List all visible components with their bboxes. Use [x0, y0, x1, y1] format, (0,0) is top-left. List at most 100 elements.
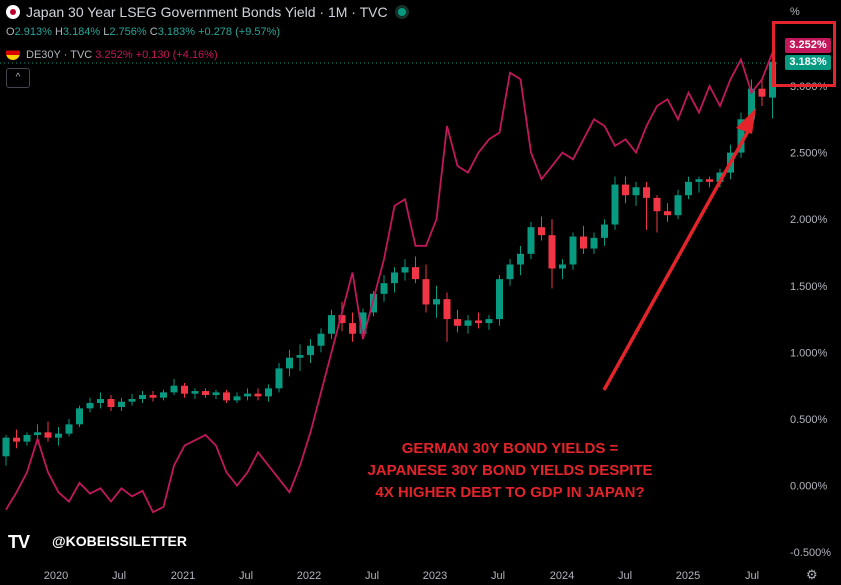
annotation-arrow [602, 123, 754, 391]
candle-body [338, 315, 346, 324]
price-tick-label: 0.000% [790, 481, 828, 493]
candle [44, 421, 52, 442]
close-label: C [149, 26, 158, 38]
price-tick-label: 2.500% [790, 148, 828, 160]
candle-body [695, 179, 703, 182]
compare-row[interactable]: DE30Y · TVC 3.252% +0.130 (+4.16%) [6, 46, 218, 61]
candle-body [244, 393, 251, 397]
candle [307, 339, 314, 364]
candle-body [475, 320, 482, 324]
symbol-title[interactable]: Japan 30 Year LSEG Government Bonds Yiel… [26, 4, 388, 20]
candle [107, 395, 115, 412]
candle-body [76, 408, 83, 425]
change-value: +0.278 (+9.57%) [198, 26, 281, 38]
candle [2, 434, 10, 466]
candle [475, 312, 482, 329]
highlight-box [772, 21, 836, 87]
candle-body [307, 345, 314, 356]
candle-body [632, 187, 640, 196]
candle-body [202, 391, 209, 396]
candle-body [370, 293, 377, 313]
jp30y-price-badge: 3.183% [785, 55, 831, 70]
candle-body [181, 385, 188, 394]
candle-body [611, 184, 619, 225]
candle-body [517, 253, 524, 265]
candle-body [548, 235, 556, 269]
candle [653, 195, 661, 233]
candle [422, 264, 430, 313]
candle [580, 225, 587, 254]
candle [55, 426, 62, 446]
axis-unit-label: % [790, 6, 800, 18]
time-axis[interactable]: 2020 Jul 2021 Jul 2022 Jul 2023 Jul 2024 Jul 2025 J… [44, 570, 759, 582]
time-tick-label: Jul [365, 570, 379, 582]
candle [86, 397, 94, 413]
candle [664, 203, 671, 222]
candle-body [265, 388, 272, 397]
open-value: 2.913% [14, 26, 52, 38]
price-tick-label: 1.000% [790, 347, 828, 359]
japan-flag-icon [6, 5, 20, 19]
candle [401, 259, 409, 281]
candle [254, 388, 262, 401]
candle [349, 312, 356, 342]
chart-title-row: Japan 30 Year LSEG Government Bonds Yiel… [6, 4, 406, 20]
time-tick-label: Jul [491, 570, 505, 582]
candle [170, 379, 178, 396]
chevron-up-icon: ^ [15, 72, 21, 83]
candle [506, 259, 514, 286]
candle-body [538, 227, 545, 236]
candle-body [296, 355, 304, 358]
candle [97, 392, 104, 409]
candle [433, 285, 440, 318]
collapse-legend-button[interactable]: ^ [6, 68, 30, 88]
price-axis[interactable]: 3.000%2.500%2.000%1.500%1.000%0.500%0.00… [790, 81, 831, 559]
candle [643, 181, 650, 230]
candle-body [233, 396, 241, 401]
time-tick-label: 2025 [676, 570, 700, 582]
candle [412, 256, 419, 284]
candle-body [254, 393, 262, 397]
high-label: H [54, 26, 63, 38]
candle-body [601, 224, 608, 238]
price-tick-label: 0.500% [790, 414, 828, 426]
candle [160, 389, 167, 401]
candle [265, 384, 272, 402]
candle [559, 259, 566, 280]
candle [695, 176, 703, 193]
brand-handle: @KOBEISSILETTER [52, 533, 187, 549]
candle [34, 424, 41, 438]
candle [517, 245, 524, 276]
candle-body [212, 392, 220, 396]
candle [706, 176, 713, 188]
candle [391, 267, 398, 293]
candle-body [685, 181, 692, 196]
compare-change: +0.130 (+4.16%) [135, 49, 218, 61]
candle-body [653, 197, 661, 212]
annotation-arrowhead [736, 108, 756, 134]
candle-body [160, 392, 167, 398]
candle-body [485, 319, 493, 324]
candle [181, 383, 188, 398]
time-tick-label: 2023 [423, 570, 447, 582]
candle-body [559, 264, 566, 269]
candle-body [359, 312, 367, 334]
candle-body [758, 88, 766, 97]
annotation-line-1: GERMAN 30Y BOND YIELDS = [401, 440, 619, 457]
candle [674, 189, 682, 220]
candle-body [328, 315, 335, 334]
candle-series [2, 61, 776, 466]
candle [496, 275, 503, 326]
candle-body [2, 437, 10, 457]
high-value: 3.184% [62, 26, 101, 38]
candle-body [590, 237, 598, 249]
price-tick-label: -0.500% [790, 547, 831, 559]
candle [737, 112, 745, 158]
compare-symbol[interactable]: DE30Y · TVC [26, 49, 93, 61]
candle-body [65, 424, 73, 434]
candle-body [391, 272, 398, 284]
candle-body [527, 227, 535, 254]
candle-body [674, 195, 682, 216]
gear-icon[interactable]: ⚙ [806, 567, 818, 582]
